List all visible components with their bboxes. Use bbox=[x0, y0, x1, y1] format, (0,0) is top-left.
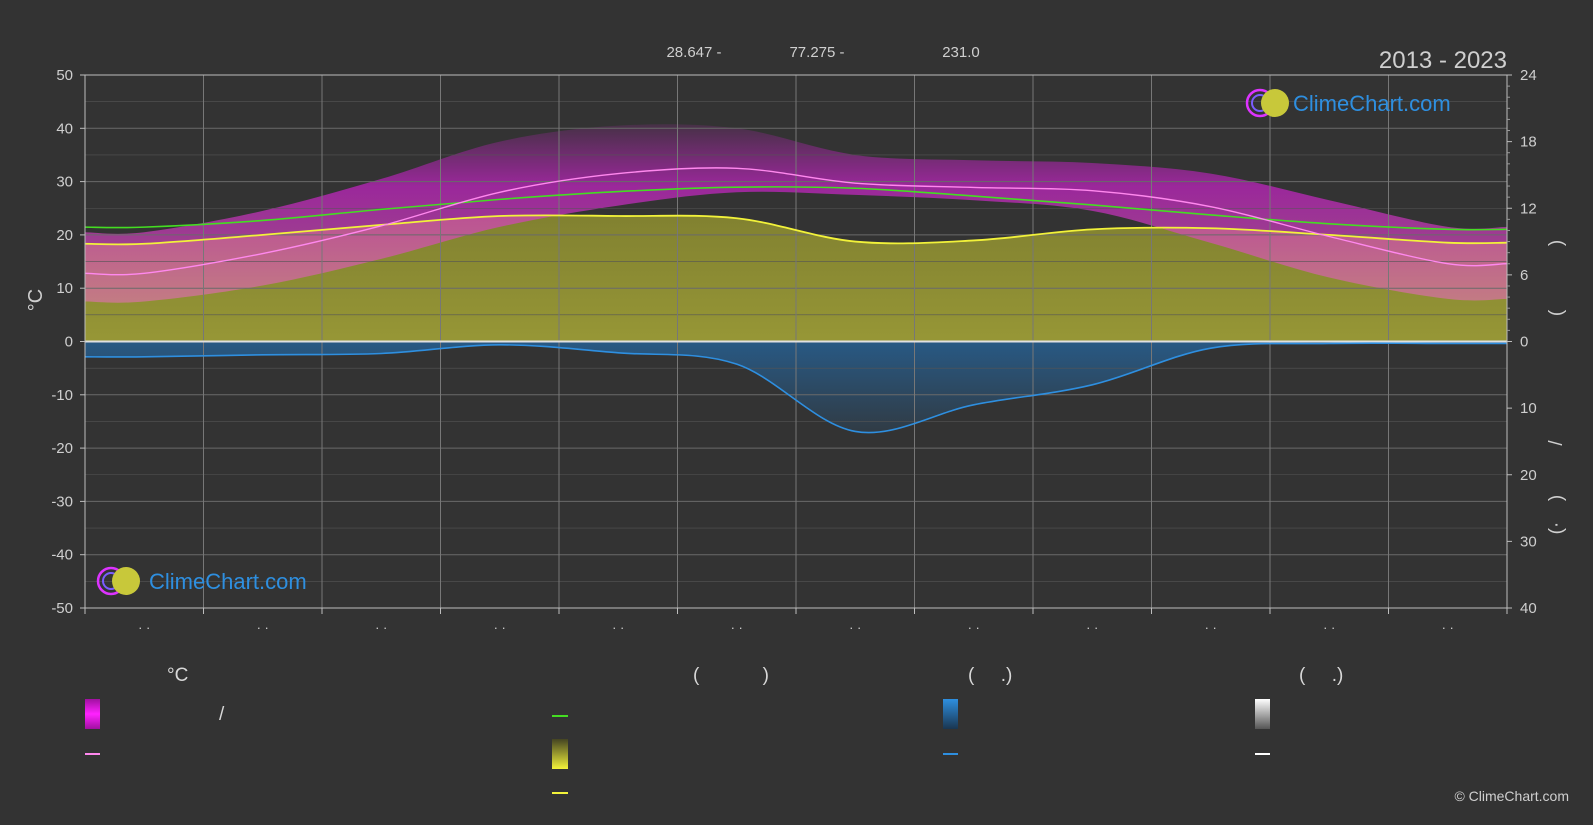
year-range: 2013 - 2023 bbox=[1379, 47, 1507, 74]
grid bbox=[85, 74, 1507, 609]
right-label-glyph-4: ) bbox=[1546, 495, 1567, 501]
left-tick-label: -50 bbox=[51, 600, 73, 617]
right-label-glyph-5: (· bbox=[1546, 522, 1567, 535]
legend-col3-title: ( .) bbox=[968, 665, 1013, 686]
left-tick-label: 10 bbox=[56, 280, 73, 297]
left-tick-label: -30 bbox=[51, 493, 73, 510]
brand-name-bottom: ClimeChart.com bbox=[149, 569, 307, 594]
legend-swatch-sunshine bbox=[552, 739, 568, 769]
legend-swatch-rain bbox=[943, 699, 958, 729]
data-lines bbox=[84, 167, 1508, 434]
left-tick-label: 30 bbox=[56, 174, 73, 191]
left-tick-label: 20 bbox=[56, 227, 73, 244]
month-label: · · bbox=[849, 620, 861, 635]
right-tick-label: 18 bbox=[1520, 134, 1537, 151]
month-label: · · bbox=[138, 620, 150, 635]
right-tick-label: 0 bbox=[1520, 334, 1528, 351]
right-label-glyph-3: / bbox=[1546, 440, 1567, 446]
month-label: · · bbox=[968, 620, 980, 635]
legend-col4-title: ( .) bbox=[1299, 665, 1344, 686]
axes: 50 40 30 20 10 0 -10 -20 -30 -40 -50 24 18 12 6 0 10 20 30… bbox=[51, 67, 1536, 635]
legend-swatch-snow bbox=[1255, 699, 1270, 729]
right-label-glyph-2: ( bbox=[1546, 309, 1567, 316]
brand-logo-bottom[interactable]: ClimeChart.com bbox=[96, 566, 307, 596]
legend-col1-separator: / bbox=[219, 704, 225, 725]
right-tick-label: 6 bbox=[1520, 267, 1528, 284]
mean-temperature-line bbox=[84, 167, 1508, 276]
sunshine-line bbox=[84, 214, 1508, 246]
legend-swatch-temp-range bbox=[85, 699, 100, 729]
left-axis-unit: °C bbox=[25, 289, 47, 311]
left-tick-label: 50 bbox=[56, 67, 73, 84]
month-label: · · bbox=[375, 620, 387, 635]
right-tick-label: 20 bbox=[1520, 467, 1537, 484]
right-tick-label: 10 bbox=[1520, 400, 1537, 417]
month-label: · · bbox=[257, 620, 269, 635]
month-label: · · bbox=[1086, 620, 1098, 635]
month-label: · · bbox=[494, 620, 506, 635]
longitude-label: 77.275 - bbox=[789, 44, 844, 61]
right-tick-label: 30 bbox=[1520, 533, 1537, 550]
right-tick-label: 24 bbox=[1520, 67, 1537, 84]
copyright: © ClimeChart.com bbox=[1454, 788, 1569, 804]
precipitation-line bbox=[84, 342, 1507, 434]
left-tick-label: -20 bbox=[51, 440, 73, 457]
logo-sun-icon bbox=[112, 567, 140, 595]
month-label: · · bbox=[1442, 620, 1454, 635]
month-label: · · bbox=[1205, 620, 1217, 635]
right-tick-label: 40 bbox=[1520, 600, 1537, 617]
brand-logo-top[interactable]: ClimeChart.com bbox=[1245, 88, 1451, 118]
left-tick-label: -40 bbox=[51, 547, 73, 564]
month-label: · · bbox=[1323, 620, 1335, 635]
legend-col2-title: ( ) bbox=[693, 665, 769, 686]
left-tick-label: 0 bbox=[65, 334, 73, 351]
right-tick-label: 12 bbox=[1520, 200, 1537, 217]
legend-col1-title: °C bbox=[167, 665, 189, 686]
month-label: · · bbox=[612, 620, 624, 635]
latitude-label: 28.647 - bbox=[666, 44, 721, 61]
brand-name-top: ClimeChart.com bbox=[1293, 91, 1451, 116]
left-tick-label: 40 bbox=[56, 120, 73, 137]
daylight-line bbox=[84, 186, 1508, 231]
right-label-glyph-1: ) bbox=[1546, 240, 1567, 246]
left-tick-label: -10 bbox=[51, 387, 73, 404]
logo-sun-icon bbox=[1261, 89, 1289, 117]
elevation-label: 231.0 bbox=[942, 44, 980, 61]
month-label: · · bbox=[731, 620, 743, 635]
